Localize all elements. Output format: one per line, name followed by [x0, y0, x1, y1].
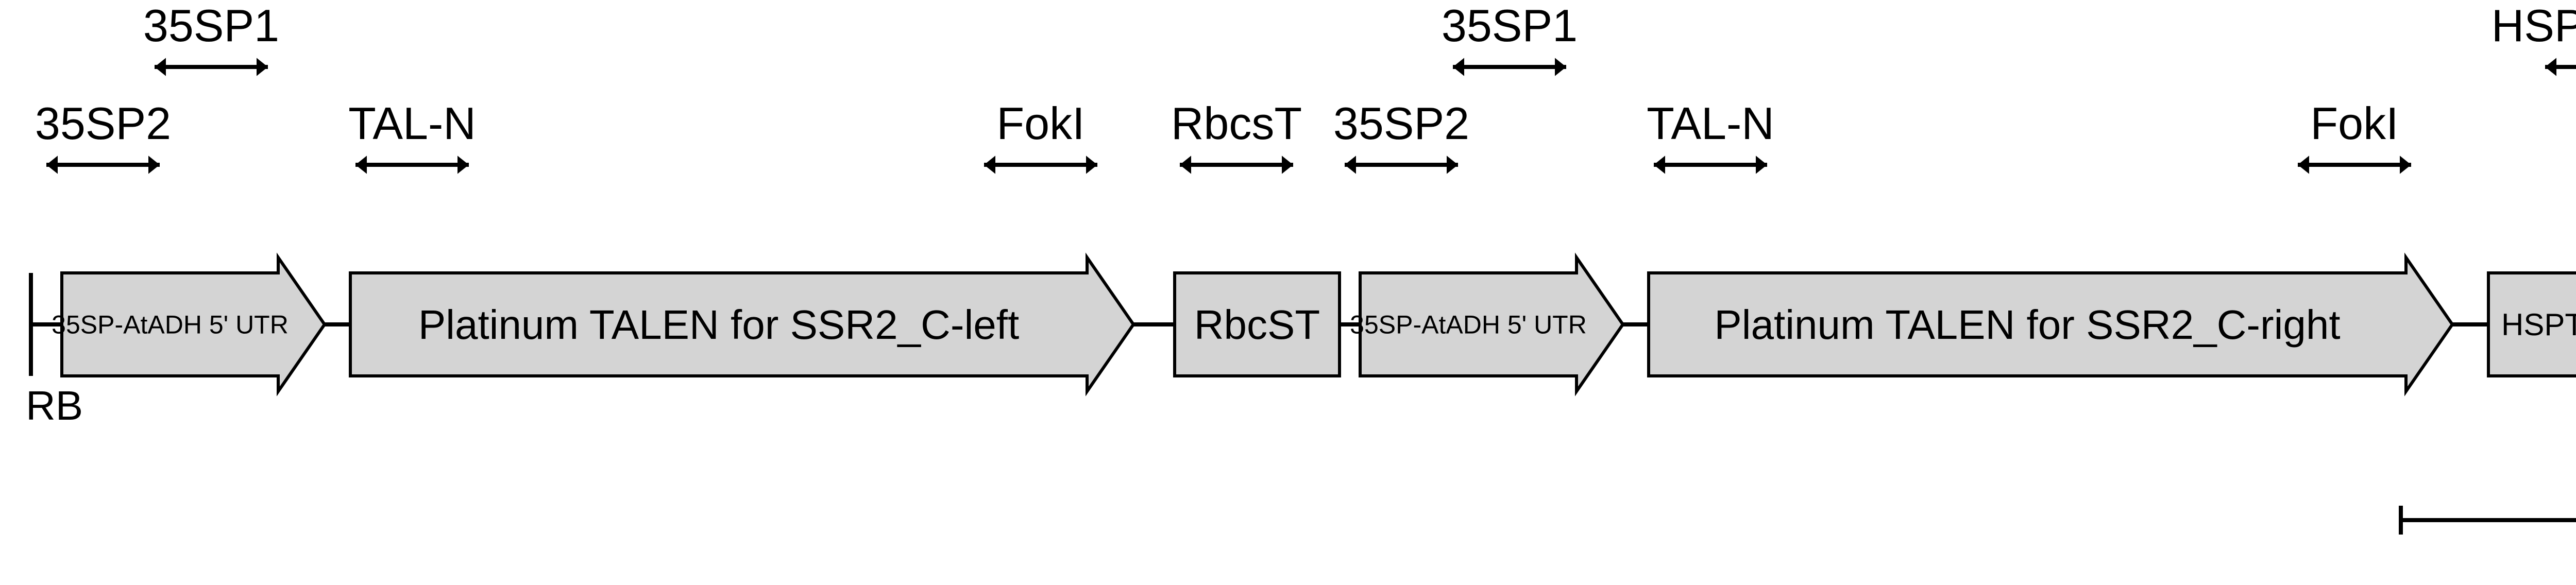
ann-35sp1-a-label: 35SP1: [143, 0, 279, 51]
feature-label-hspt: HSPT: [2501, 307, 2576, 342]
feature-label-talen-left: Platinum TALEN for SSR2_C-left: [418, 302, 1019, 348]
ann-foki-b-label: FokI: [2310, 98, 2398, 149]
ann-foki-a-label: FokI: [996, 98, 1084, 149]
feature-label-utr1: 35SP-AtADH 5' UTR: [52, 311, 289, 339]
ann-taln-b-label: TAL-N: [1647, 98, 1774, 149]
ann-35sp2-a-label: 35SP2: [35, 98, 171, 149]
feature-label-rbcst: RbcST: [1194, 302, 1320, 348]
feature-label-talen-right: Platinum TALEN for SSR2_C-right: [1714, 302, 2340, 348]
ann-35sp1-b-label: 35SP1: [1442, 0, 1578, 51]
ann-taln-a-label: TAL-N: [348, 98, 476, 149]
feature-label-utr2: 35SP-AtADH 5' UTR: [1350, 311, 1587, 339]
ann-hspt-nosp-label: HSPT-NOSP: [2492, 0, 2576, 51]
ann-rbcst-label: RbcsT: [1171, 98, 1302, 149]
rb-label: RB: [26, 383, 83, 428]
ann-35sp2-b-label: 35SP2: [1333, 98, 1469, 149]
